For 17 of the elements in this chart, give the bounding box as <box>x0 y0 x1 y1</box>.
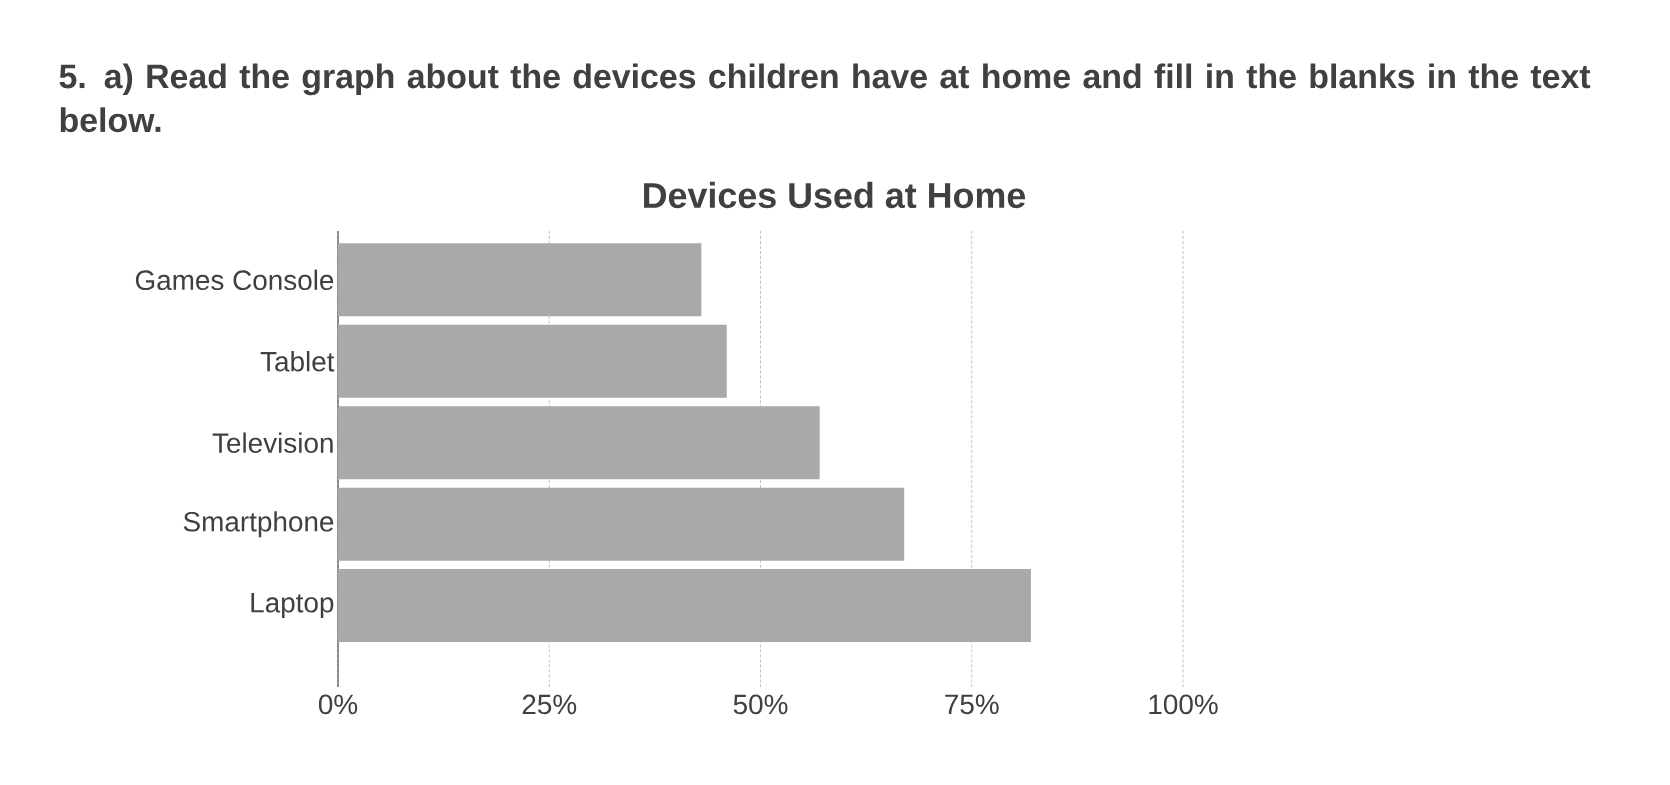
bar <box>338 243 702 317</box>
text: 5. a) Read the graph about the devices children have at home and fill in the blanks in the text below. <box>59 63 1591 133</box>
y-tick-label: Smartphone <box>183 511 334 538</box>
y-tick-label: Games Console <box>135 269 334 291</box>
x-tick-label: 0% <box>318 694 358 715</box>
x-tick-label: 50% <box>733 694 788 715</box>
x-tick-label: 25% <box>522 694 577 715</box>
y-tick-label: Television <box>212 432 333 453</box>
y-tick-label: Tablet <box>260 351 335 372</box>
x-tick-label: 100% <box>1149 694 1218 715</box>
bar <box>338 406 820 480</box>
x-tick-label: 75% <box>945 694 999 715</box>
bar <box>338 324 727 398</box>
chart-title: Devices Used at Home <box>644 181 1026 209</box>
bar <box>338 569 1031 643</box>
y-tick-label: Laptop <box>251 593 334 619</box>
bar <box>338 487 905 561</box>
